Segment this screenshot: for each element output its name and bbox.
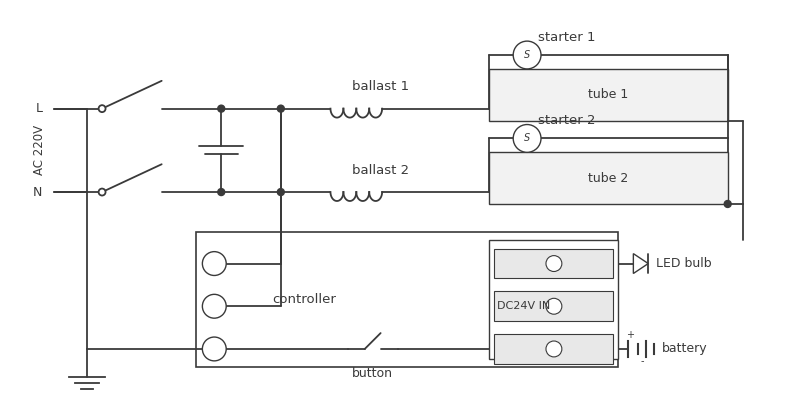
Text: button: button [352, 367, 393, 380]
Text: L: L [36, 102, 42, 115]
Bar [489, 152, 728, 204]
Text: ballast 1: ballast 1 [351, 80, 409, 93]
Text: -: - [641, 356, 644, 366]
Text: S: S [524, 50, 530, 60]
Text: S: S [524, 134, 530, 144]
Circle shape [202, 252, 226, 276]
Circle shape [724, 200, 731, 208]
Circle shape [546, 341, 562, 357]
Circle shape [277, 188, 285, 196]
Bar [494, 249, 614, 278]
Text: LED bulb: LED bulb [656, 257, 712, 270]
Text: tube 2: tube 2 [588, 172, 629, 185]
Circle shape [99, 105, 105, 112]
Text: +: + [626, 330, 634, 340]
Text: DC24V IN: DC24V IN [497, 301, 551, 311]
Text: N: N [33, 186, 42, 198]
Text: AC 220V: AC 220V [33, 125, 45, 176]
Circle shape [546, 256, 562, 272]
Bar [196, 232, 618, 367]
Circle shape [218, 105, 225, 112]
Circle shape [202, 294, 226, 318]
Circle shape [99, 188, 105, 196]
Circle shape [277, 105, 285, 112]
Text: ballast 2: ballast 2 [351, 164, 409, 177]
Text: controller: controller [273, 293, 336, 306]
Text: starter 1: starter 1 [538, 31, 595, 44]
Circle shape [546, 298, 562, 314]
Circle shape [513, 41, 541, 69]
Circle shape [202, 337, 226, 361]
Polygon shape [634, 254, 648, 274]
Bar [489, 69, 728, 120]
Bar [494, 334, 614, 364]
Text: starter 2: starter 2 [538, 114, 595, 127]
Bar [489, 240, 618, 359]
Text: battery: battery [662, 342, 708, 356]
Bar [494, 291, 614, 321]
Circle shape [513, 124, 541, 152]
Text: tube 1: tube 1 [588, 88, 629, 101]
Circle shape [218, 188, 225, 196]
